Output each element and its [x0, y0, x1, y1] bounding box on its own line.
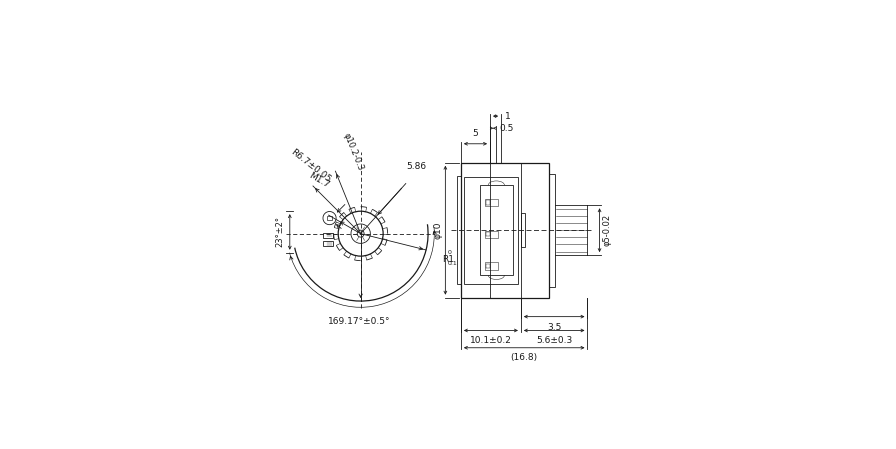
Bar [549, 174, 555, 287]
Text: 0: 0 [448, 251, 452, 255]
Text: φ10: φ10 [434, 221, 443, 239]
Text: 0.1: 0.1 [448, 260, 458, 266]
Text: R6.7±0.05: R6.7±0.05 [289, 148, 332, 185]
Text: M1.7: M1.7 [307, 171, 331, 189]
Text: R1: R1 [442, 255, 454, 264]
Bar [485, 230, 498, 238]
Bar [323, 233, 333, 238]
Text: 5.6±0.3: 5.6±0.3 [536, 336, 573, 345]
Text: 3.5: 3.5 [547, 323, 562, 332]
Text: φ5-0.02: φ5-0.02 [602, 214, 611, 246]
Bar [480, 185, 513, 275]
Text: 5: 5 [472, 128, 478, 137]
Bar [485, 262, 498, 270]
Bar [464, 176, 518, 284]
Bar [323, 241, 333, 247]
Text: 5.86: 5.86 [406, 162, 426, 171]
Text: 10.1±0.2: 10.1±0.2 [470, 336, 512, 345]
Text: 23°±2°: 23°±2° [276, 216, 285, 247]
Text: (16.8): (16.8) [511, 353, 538, 362]
Bar [461, 163, 549, 298]
Bar [327, 216, 332, 220]
Bar [457, 176, 461, 284]
Text: φ10.2-0.3: φ10.2-0.3 [341, 132, 365, 173]
Bar [521, 213, 525, 247]
Text: 169.17°±0.5°: 169.17°±0.5° [328, 317, 390, 326]
Bar [485, 199, 498, 207]
Text: 0.5: 0.5 [500, 124, 514, 133]
Text: 1: 1 [504, 112, 511, 121]
